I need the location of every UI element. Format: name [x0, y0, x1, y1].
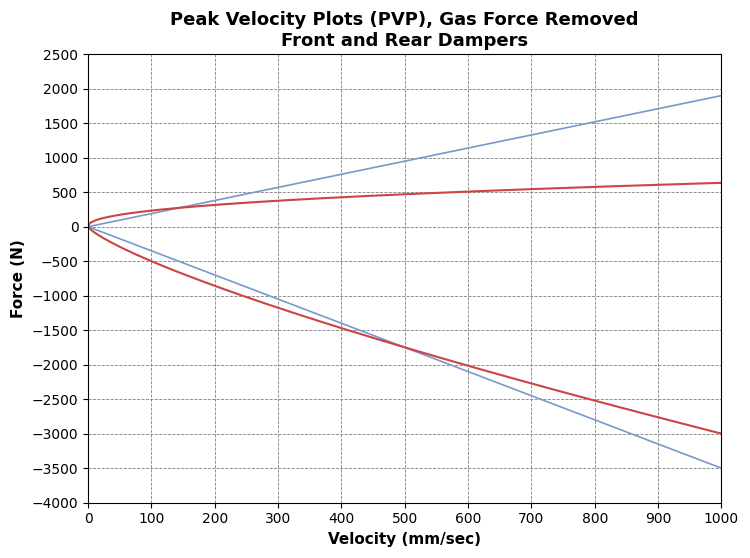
Y-axis label: Force (N): Force (N): [11, 239, 26, 318]
Title: Peak Velocity Plots (PVP), Gas Force Removed
Front and Rear Dampers: Peak Velocity Plots (PVP), Gas Force Rem…: [170, 11, 639, 50]
X-axis label: Velocity (mm/sec): Velocity (mm/sec): [328, 532, 482, 547]
